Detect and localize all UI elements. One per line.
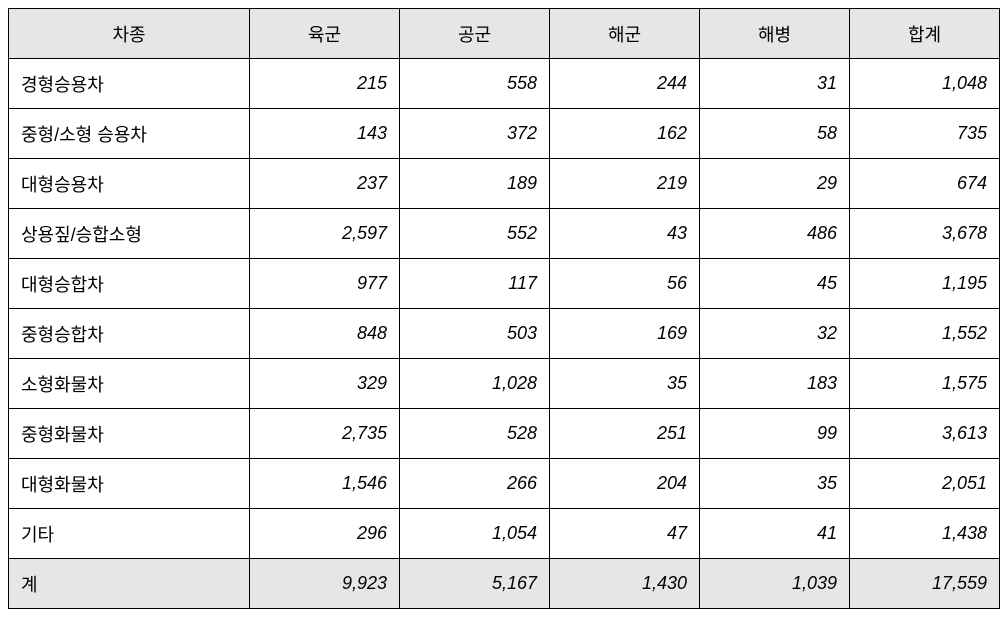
cell-value: 1,438 bbox=[850, 509, 1000, 559]
table-row: 상용짚/승합소형 2,597 552 43 486 3,678 bbox=[9, 209, 1000, 259]
row-label: 대형화물차 bbox=[9, 459, 250, 509]
cell-value: 552 bbox=[400, 209, 550, 259]
cell-value: 558 bbox=[400, 59, 550, 109]
cell-value: 1,552 bbox=[850, 309, 1000, 359]
cell-value: 1,048 bbox=[850, 59, 1000, 109]
cell-value: 56 bbox=[550, 259, 700, 309]
vehicle-table: 차종 육군 공군 해군 해병 합계 경형승용차 215 558 244 31 1… bbox=[8, 8, 1000, 609]
cell-value: 215 bbox=[250, 59, 400, 109]
col-header-airforce: 공군 bbox=[400, 9, 550, 59]
row-label: 중형/소형 승용차 bbox=[9, 109, 250, 159]
row-label: 중형승합차 bbox=[9, 309, 250, 359]
cell-value: 189 bbox=[400, 159, 550, 209]
cell-value: 162 bbox=[550, 109, 700, 159]
cell-value: 266 bbox=[400, 459, 550, 509]
cell-value: 528 bbox=[400, 409, 550, 459]
row-label: 대형승용차 bbox=[9, 159, 250, 209]
table-row: 중형승합차 848 503 169 32 1,552 bbox=[9, 309, 1000, 359]
cell-value: 3,613 bbox=[850, 409, 1000, 459]
table-row: 대형화물차 1,546 266 204 35 2,051 bbox=[9, 459, 1000, 509]
table-row: 중형화물차 2,735 528 251 99 3,613 bbox=[9, 409, 1000, 459]
totals-value: 5,167 bbox=[400, 559, 550, 609]
cell-value: 117 bbox=[400, 259, 550, 309]
cell-value: 674 bbox=[850, 159, 1000, 209]
cell-value: 45 bbox=[700, 259, 850, 309]
cell-value: 169 bbox=[550, 309, 700, 359]
cell-value: 735 bbox=[850, 109, 1000, 159]
cell-value: 183 bbox=[700, 359, 850, 409]
row-label: 경형승용차 bbox=[9, 59, 250, 109]
cell-value: 1,575 bbox=[850, 359, 1000, 409]
cell-value: 2,597 bbox=[250, 209, 400, 259]
table-header: 차종 육군 공군 해군 해병 합계 bbox=[9, 9, 1000, 59]
cell-value: 47 bbox=[550, 509, 700, 559]
row-label: 중형화물차 bbox=[9, 409, 250, 459]
row-label: 상용짚/승합소형 bbox=[9, 209, 250, 259]
cell-value: 2,051 bbox=[850, 459, 1000, 509]
totals-value: 1,039 bbox=[700, 559, 850, 609]
table-row: 경형승용차 215 558 244 31 1,048 bbox=[9, 59, 1000, 109]
cell-value: 977 bbox=[250, 259, 400, 309]
cell-value: 251 bbox=[550, 409, 700, 459]
cell-value: 329 bbox=[250, 359, 400, 409]
cell-value: 1,028 bbox=[400, 359, 550, 409]
cell-value: 1,195 bbox=[850, 259, 1000, 309]
cell-value: 237 bbox=[250, 159, 400, 209]
cell-value: 2,735 bbox=[250, 409, 400, 459]
cell-value: 219 bbox=[550, 159, 700, 209]
totals-label: 계 bbox=[9, 559, 250, 609]
cell-value: 372 bbox=[400, 109, 550, 159]
cell-value: 503 bbox=[400, 309, 550, 359]
row-label: 대형승합차 bbox=[9, 259, 250, 309]
table-row: 중형/소형 승용차 143 372 162 58 735 bbox=[9, 109, 1000, 159]
cell-value: 848 bbox=[250, 309, 400, 359]
cell-value: 244 bbox=[550, 59, 700, 109]
table-row: 기타 296 1,054 47 41 1,438 bbox=[9, 509, 1000, 559]
cell-value: 29 bbox=[700, 159, 850, 209]
table-row: 소형화물차 329 1,028 35 183 1,575 bbox=[9, 359, 1000, 409]
cell-value: 31 bbox=[700, 59, 850, 109]
cell-value: 204 bbox=[550, 459, 700, 509]
cell-value: 99 bbox=[700, 409, 850, 459]
table-row: 대형승용차 237 189 219 29 674 bbox=[9, 159, 1000, 209]
cell-value: 1,546 bbox=[250, 459, 400, 509]
totals-value: 9,923 bbox=[250, 559, 400, 609]
cell-value: 58 bbox=[700, 109, 850, 159]
col-header-type: 차종 bbox=[9, 9, 250, 59]
cell-value: 43 bbox=[550, 209, 700, 259]
cell-value: 486 bbox=[700, 209, 850, 259]
cell-value: 35 bbox=[700, 459, 850, 509]
totals-value: 1,430 bbox=[550, 559, 700, 609]
col-header-total: 합계 bbox=[850, 9, 1000, 59]
cell-value: 1,054 bbox=[400, 509, 550, 559]
cell-value: 35 bbox=[550, 359, 700, 409]
totals-value: 17,559 bbox=[850, 559, 1000, 609]
cell-value: 32 bbox=[700, 309, 850, 359]
row-label: 기타 bbox=[9, 509, 250, 559]
table-totals-row: 계 9,923 5,167 1,430 1,039 17,559 bbox=[9, 559, 1000, 609]
col-header-army: 육군 bbox=[250, 9, 400, 59]
cell-value: 3,678 bbox=[850, 209, 1000, 259]
table-body: 경형승용차 215 558 244 31 1,048 중형/소형 승용차 143… bbox=[9, 59, 1000, 609]
cell-value: 41 bbox=[700, 509, 850, 559]
table-row: 대형승합차 977 117 56 45 1,195 bbox=[9, 259, 1000, 309]
cell-value: 143 bbox=[250, 109, 400, 159]
col-header-navy: 해군 bbox=[550, 9, 700, 59]
row-label: 소형화물차 bbox=[9, 359, 250, 409]
col-header-marine: 해병 bbox=[700, 9, 850, 59]
cell-value: 296 bbox=[250, 509, 400, 559]
